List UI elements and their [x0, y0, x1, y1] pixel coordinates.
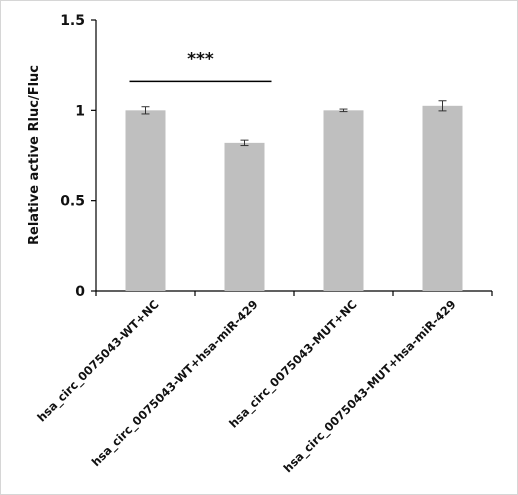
- bar: [422, 105, 463, 291]
- bar: [125, 110, 166, 291]
- y-ticks: 0 0.5 1 1.5: [60, 13, 96, 300]
- x-tick-label: hsa_circ_0075043-MUT+hsa-miR-429: [281, 297, 460, 476]
- y-tick-label: 0: [75, 284, 85, 300]
- bar: [224, 142, 265, 291]
- x-tick-labels: hsa_circ_0075043-WT+NChsa_circ_0075043-W…: [34, 297, 459, 476]
- error-bar: [438, 100, 447, 112]
- annotations: ***: [129, 49, 272, 83]
- y-axis-title: Relative active Rluc/Fluc: [27, 65, 42, 245]
- significance-label: ***: [187, 49, 214, 69]
- error-bar: [240, 139, 249, 147]
- bar: [323, 110, 364, 291]
- error-bar: [339, 108, 348, 113]
- error-bar: [141, 106, 150, 115]
- y-tick-label: 0.5: [60, 194, 85, 210]
- x-tick-label: hsa_circ_0075043-WT+hsa-miR-429: [89, 297, 262, 470]
- y-tick-label: 1.5: [60, 13, 85, 29]
- y-tick-label: 1: [75, 103, 85, 119]
- error-bars: [141, 100, 447, 147]
- bars: [125, 105, 463, 291]
